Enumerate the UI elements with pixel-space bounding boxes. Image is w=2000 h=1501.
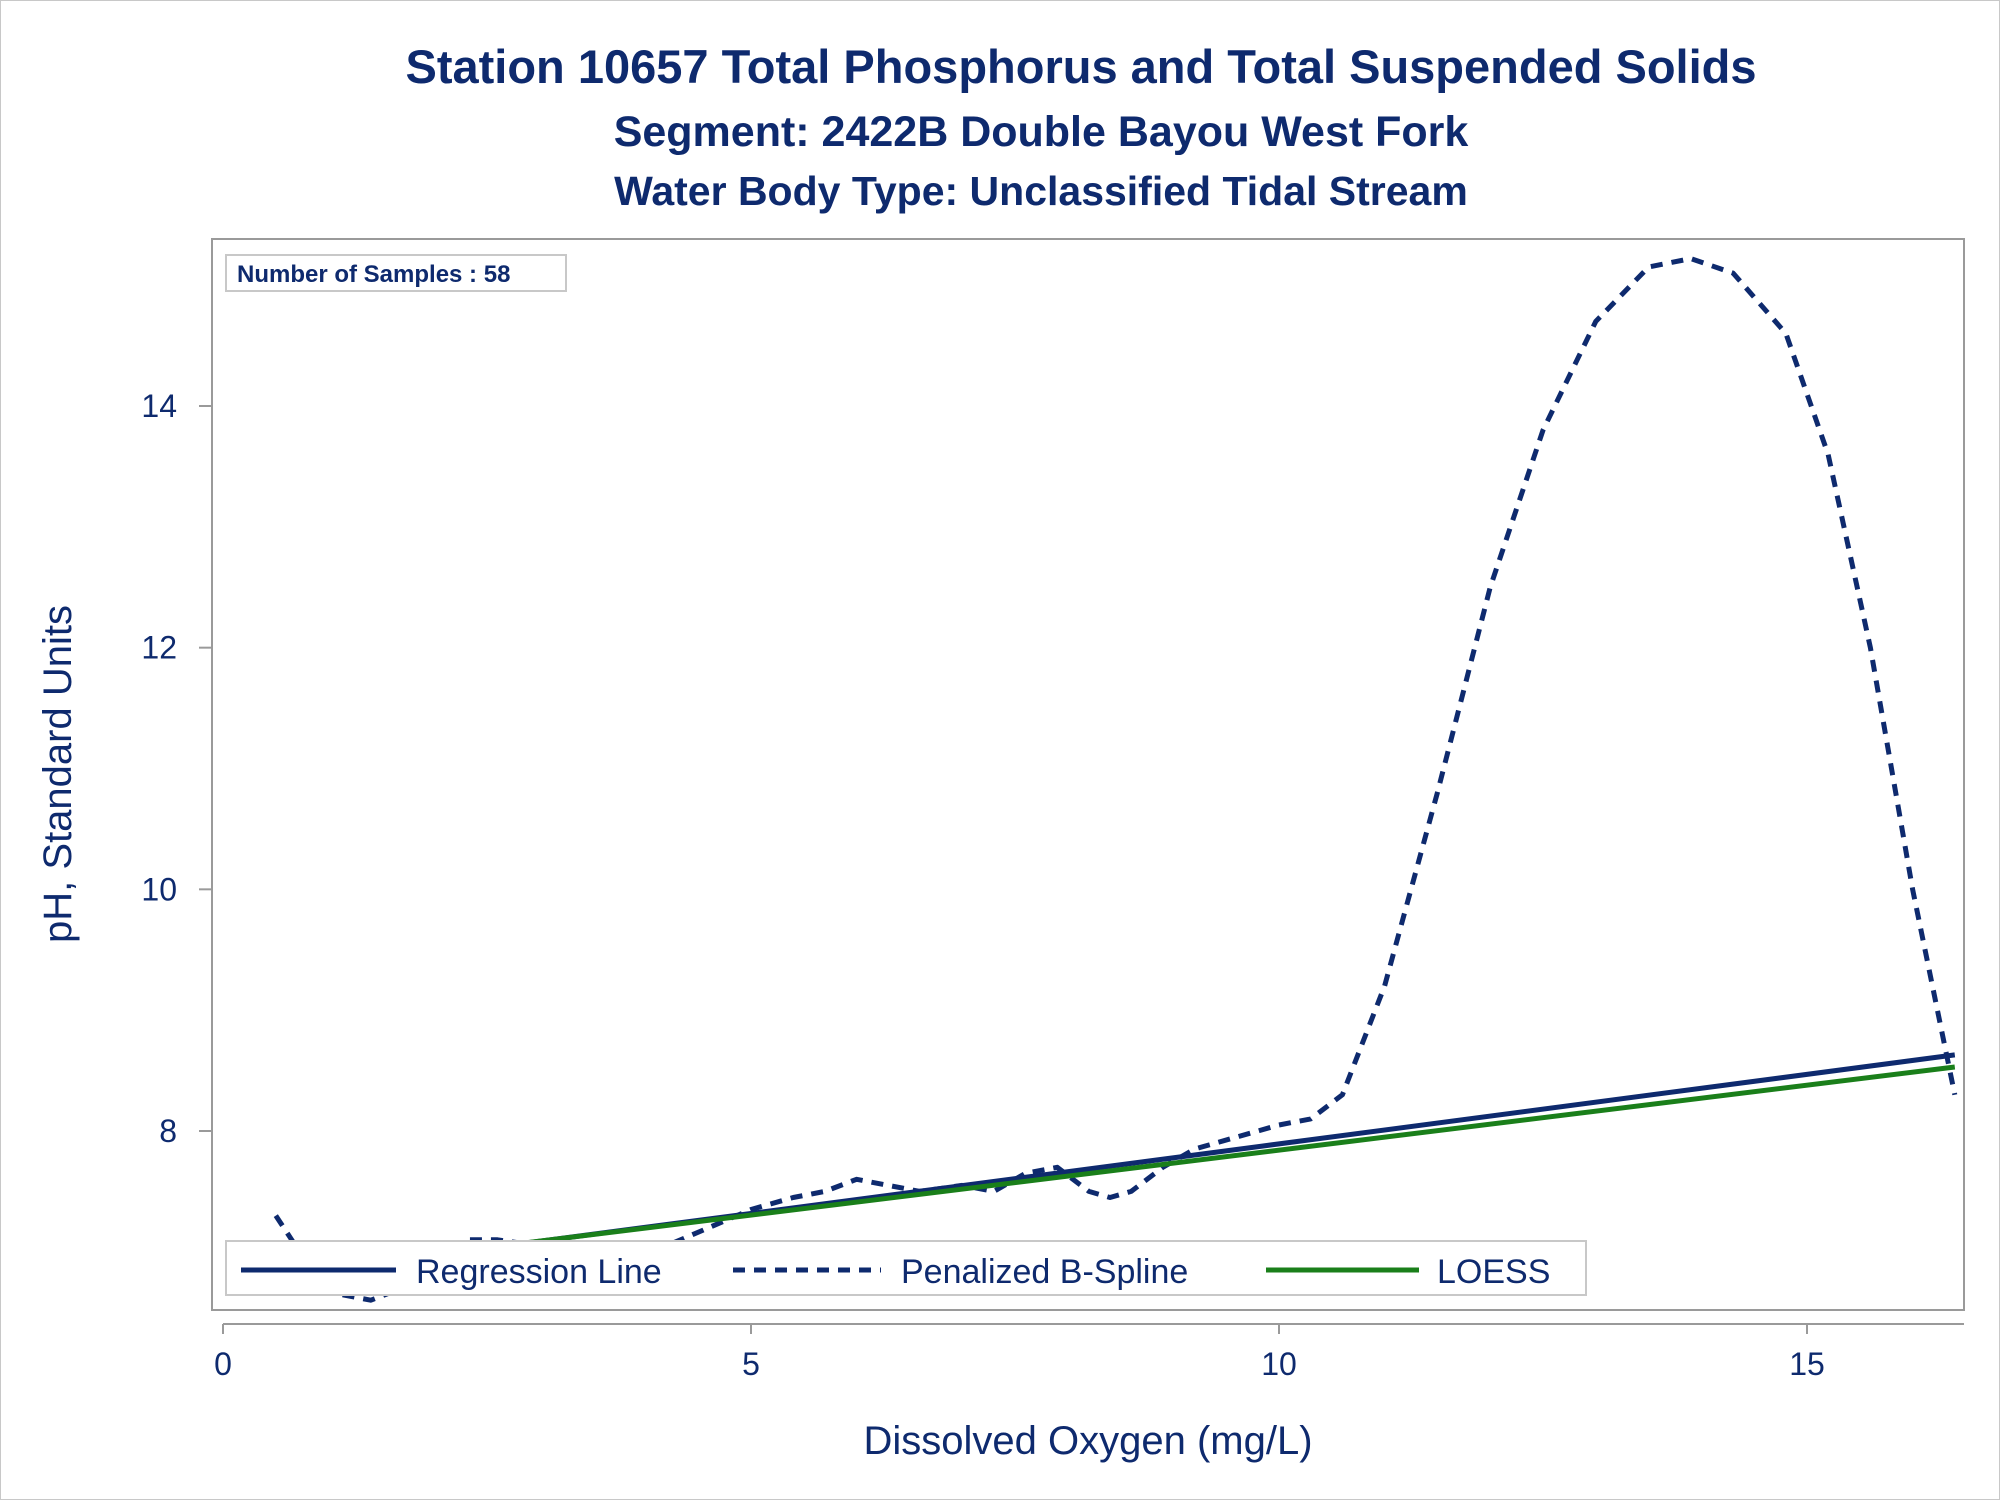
sample-count-inset: Number of Samples : 58 — [225, 254, 567, 292]
series-layer — [273, 256, 1958, 1303]
legend-label: Regression Line — [416, 1253, 662, 1291]
legend-label: Penalized B-Spline — [901, 1253, 1188, 1291]
chart-title: Station 10657 Total Phosphorus and Total… — [406, 40, 1757, 93]
chart-subtitle-2: Water Body Type: Unclassified Tidal Stre… — [614, 168, 1468, 214]
sample-count-label: Number of Samples : 58 — [237, 261, 510, 288]
legend-item: LOESS — [1266, 1253, 1550, 1291]
x-axis-label: Dissolved Oxygen (mg/L) — [863, 1419, 1312, 1463]
y-tick-label: 12 — [141, 630, 177, 666]
y-tick-label: 8 — [159, 1113, 177, 1149]
chart-subtitle: Segment: 2422B Double Bayou West Fork — [614, 108, 1469, 156]
series-line-penalized-b-spline — [273, 256, 1958, 1303]
y-tick-label: 10 — [141, 871, 177, 907]
legend-item: Regression Line — [241, 1253, 662, 1291]
plot-area — [211, 238, 1965, 1311]
x-tick-label: 5 — [742, 1346, 760, 1382]
y-tick-label: 14 — [141, 388, 177, 424]
legend: Regression Line Penalized B-Spline LOESS — [225, 1240, 1587, 1296]
y-axis: 8 10 12 14 — [141, 388, 212, 1149]
series-line-loess — [275, 1064, 1956, 1277]
x-axis: 0 5 10 15 — [214, 1323, 1964, 1382]
x-tick-label: 15 — [1789, 1346, 1825, 1382]
legend-item: Penalized B-Spline — [733, 1253, 1188, 1291]
legend-label: LOESS — [1437, 1253, 1550, 1291]
x-tick-label: 0 — [214, 1346, 232, 1382]
sample-count-box — [225, 254, 567, 292]
y-axis-label: pH, Standard Units — [36, 605, 80, 943]
x-tick-label: 10 — [1261, 1346, 1297, 1382]
